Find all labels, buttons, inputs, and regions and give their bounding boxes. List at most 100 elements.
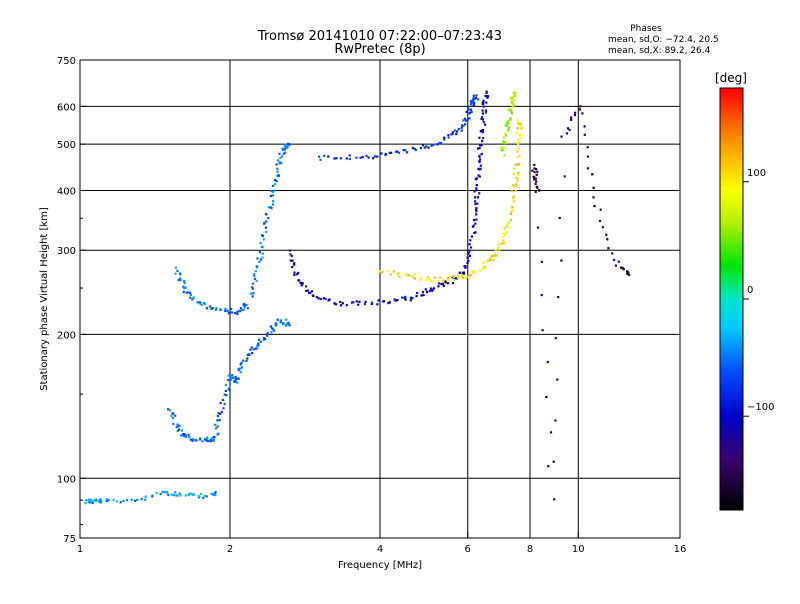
data-point: [442, 284, 445, 287]
data-point: [264, 226, 268, 229]
data-point: [505, 121, 508, 124]
data-point: [568, 128, 571, 131]
data-point: [513, 173, 516, 176]
data-point: [606, 238, 609, 241]
data-point: [291, 259, 294, 262]
data-point: [195, 439, 198, 442]
data-point: [581, 112, 584, 115]
data-point: [478, 154, 481, 157]
data-point: [558, 216, 561, 220]
data-point: [504, 134, 508, 137]
data-point: [628, 273, 631, 277]
chart-subtitle: RwPretec (8p): [334, 42, 425, 57]
data-point: [211, 439, 214, 442]
data-point: [293, 262, 296, 265]
data-point: [309, 291, 312, 294]
data-point: [90, 499, 93, 502]
data-point: [510, 190, 513, 193]
data-point: [184, 494, 187, 497]
data-point: [463, 265, 466, 268]
data-point: [133, 499, 137, 502]
colorbar-ticks: 100 0 −100: [743, 168, 774, 417]
data-point: [151, 495, 154, 498]
data-point: [579, 105, 582, 108]
data-point: [251, 295, 254, 298]
data-point: [516, 119, 519, 122]
data-point: [243, 308, 246, 311]
data-point: [130, 498, 133, 501]
data-point: [205, 438, 208, 442]
data-point: [351, 301, 354, 304]
data-point: [457, 128, 460, 131]
data-point: [479, 144, 482, 147]
data-point: [333, 157, 336, 160]
data-point: [482, 99, 485, 102]
data-point: [455, 132, 458, 136]
data-point: [443, 138, 446, 141]
y-tick-label: 750: [57, 56, 76, 67]
data-point: [516, 150, 519, 153]
data-point: [560, 135, 563, 138]
data-point: [122, 499, 125, 503]
data-point: [176, 423, 179, 427]
data-point: [419, 146, 422, 150]
data-point: [394, 299, 397, 302]
data-point: [390, 151, 393, 154]
data-point: [163, 490, 166, 494]
data-point: [502, 232, 505, 235]
data-point: [398, 275, 401, 278]
data-point: [284, 151, 287, 154]
data-point: [345, 157, 348, 160]
data-point: [463, 117, 466, 120]
data-point: [557, 296, 560, 299]
data-point: [271, 203, 274, 206]
data-point: [382, 300, 386, 303]
data-point: [578, 108, 581, 111]
data-point: [468, 243, 471, 246]
data-point: [413, 273, 417, 276]
data-point: [509, 218, 512, 222]
data-point: [234, 380, 237, 383]
data-point: [514, 92, 517, 95]
data-point: [462, 124, 465, 127]
data-point: [479, 164, 482, 167]
data-point: [179, 273, 182, 276]
data-point: [277, 174, 280, 177]
data-point: [512, 96, 515, 99]
data-point: [614, 264, 617, 267]
data-point: [554, 337, 557, 340]
data-point: [621, 266, 624, 269]
data-point: [389, 273, 392, 276]
data-point: [289, 259, 292, 262]
data-point: [185, 291, 188, 294]
data-point: [516, 127, 519, 130]
data-point: [601, 226, 604, 229]
data-point: [515, 183, 518, 186]
data-point: [348, 154, 351, 157]
data-point: [460, 126, 463, 129]
data-point: [126, 499, 129, 502]
data-point: [284, 143, 287, 146]
x-tick-label: 2: [227, 544, 233, 555]
data-point: [282, 152, 285, 155]
data-point: [239, 367, 242, 370]
y-tick-label: 400: [57, 186, 76, 197]
data-point: [267, 206, 270, 209]
data-point: [112, 498, 115, 501]
data-point: [256, 344, 259, 347]
data-point: [467, 259, 470, 262]
data-point: [460, 129, 463, 132]
data-point: [420, 275, 423, 279]
data-point: [503, 233, 507, 236]
colorbar: [719, 87, 744, 511]
data-point: [500, 146, 503, 149]
data-point: [224, 383, 227, 387]
data-point: [481, 128, 484, 132]
data-point: [450, 133, 453, 136]
data-point: [252, 292, 255, 295]
data-point: [612, 258, 616, 261]
data-point: [359, 156, 362, 159]
data-point: [598, 219, 602, 222]
data-point: [535, 180, 538, 183]
data-point: [273, 189, 276, 192]
